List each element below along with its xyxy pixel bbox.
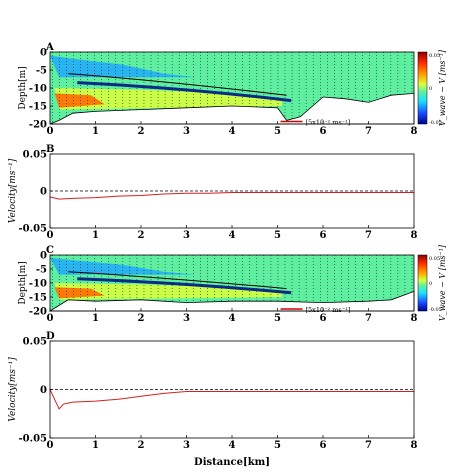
x-tick-label: 3 <box>183 126 190 137</box>
y-tick-label: -15 <box>29 293 47 304</box>
colorbar-mid: 0 <box>429 281 432 287</box>
y-tick-label: 0 <box>40 385 47 396</box>
y-tick-label: -10 <box>29 84 47 95</box>
panel-d: 0 1 2 3 4 5 6 7 80.050-0.05Velocity[ms⁻¹]DDistan… <box>8 331 418 468</box>
y-tick-label: -20 <box>29 307 47 318</box>
x-tick-label: 1 <box>92 440 99 451</box>
x-tick-label: 4 <box>229 126 236 137</box>
y-tick-label: -20 <box>29 120 47 131</box>
y-tick-label: 0.05 <box>23 150 47 161</box>
x-tick-label: 5 <box>274 126 281 137</box>
y-axis-label: Velocity[ms⁻¹] <box>8 158 18 223</box>
x-tick-label: 6 <box>320 126 327 137</box>
seabed-outline <box>49 92 415 125</box>
seabed-mask <box>50 93 414 124</box>
x-tick-label: 7 <box>365 440 372 451</box>
x-axis-label: Distance[km] <box>194 457 270 468</box>
y-tick-label: -15 <box>29 102 47 113</box>
y-tick-label: -5 <box>36 66 47 77</box>
y-tick-label: 0.05 <box>23 337 47 348</box>
x-tick-label: 3 <box>183 440 190 451</box>
x-tick-label: 7 <box>365 313 372 324</box>
x-tick-label: 1 <box>92 126 99 137</box>
velocity-series-line <box>49 389 414 410</box>
x-tick-label: 8 <box>411 126 418 137</box>
x-tick-label: 0 <box>47 440 54 451</box>
x-tick-label: 4 <box>229 440 236 451</box>
scale-label: [5x10⁻² ms⁻¹] <box>306 118 351 126</box>
x-tick-label: 0 <box>47 126 54 137</box>
y-tick-label: 0 <box>40 48 47 59</box>
x-tick-label: 3 <box>183 230 190 241</box>
strong-positive-anomaly <box>54 93 105 108</box>
colorbar-max: 0.05 <box>429 53 440 59</box>
y-tick-label: -5 <box>36 265 47 276</box>
negative-anomaly-band <box>50 257 196 275</box>
x-tick-label: 8 <box>411 313 418 324</box>
negative-anomaly-band <box>50 55 196 78</box>
y-tick-label: -10 <box>29 279 47 290</box>
x-tick-label: 2 <box>138 440 145 451</box>
x-tick-label: 4 <box>229 313 236 324</box>
y-axis-label: Depth[m] <box>18 261 28 304</box>
x-tick-label: 6 <box>320 313 327 324</box>
x-tick-label: 3 <box>183 313 190 324</box>
x-tick-label: 2 <box>138 126 145 137</box>
x-tick-label: 6 <box>320 440 327 451</box>
velocity-series-line <box>49 191 414 200</box>
panel-letter: B <box>46 144 54 155</box>
x-tick-label: 1 <box>92 313 99 324</box>
colorbar-min: -0.05 <box>429 307 442 313</box>
y-tick-label: 0 <box>40 187 47 198</box>
x-tick-label: 0 <box>47 313 54 324</box>
x-tick-label: 5 <box>274 440 281 451</box>
colorbar-label: V_wave − V [ms⁻¹] <box>438 244 447 321</box>
x-tick-label: 5 <box>274 313 281 324</box>
y-axis-label: Velocity[ms⁻¹] <box>8 357 18 422</box>
x-tick-label: 7 <box>365 230 372 241</box>
panel-letter: A <box>45 42 54 53</box>
panel-c: [5x10⁻² ms⁻¹] 0.05 0 -0.05V_wave − V [ms⁻¹]… <box>18 244 447 324</box>
contour-field <box>50 52 414 124</box>
seabed-outline <box>48 290 415 312</box>
x-tick-label: 8 <box>411 440 418 451</box>
x-tick-label: 7 <box>365 126 372 137</box>
contour-line <box>77 277 292 295</box>
x-tick-label: 5 <box>274 230 281 241</box>
x-tick-label: 2 <box>138 313 145 324</box>
x-tick-label: 4 <box>229 230 236 241</box>
x-tick-label: 0 <box>47 230 54 241</box>
colorbar-label: V_wave − V [ms⁻¹] <box>438 49 447 126</box>
colorbar-max: 0.05 <box>429 256 440 262</box>
contour-field <box>50 255 414 311</box>
y-tick-label: -0.05 <box>18 434 47 445</box>
scale-label: [5x10⁻² ms⁻¹] <box>306 306 351 314</box>
panel-letter: D <box>46 331 55 342</box>
colorbar <box>417 254 428 312</box>
y-tick-label: -0.05 <box>18 224 47 235</box>
y-axis-label: Depth[m] <box>18 66 28 109</box>
contour-line <box>77 81 292 103</box>
x-tick-label: 2 <box>138 230 145 241</box>
x-tick-label: 8 <box>411 230 418 241</box>
panel-a: [5x10⁻² ms⁻¹] 0.05 0 -0.05V_wave − V [ms⁻¹]… <box>18 42 447 137</box>
x-tick-label: 6 <box>320 230 327 241</box>
colorbar-mid: 0 <box>429 86 432 92</box>
colorbar <box>417 51 428 125</box>
strong-positive-anomaly <box>54 287 105 299</box>
colorbar-min: -0.05 <box>429 120 442 126</box>
x-tick-label: 1 <box>92 230 99 241</box>
y-tick-label: 0 <box>40 251 47 262</box>
panel-letter: C <box>46 245 54 256</box>
